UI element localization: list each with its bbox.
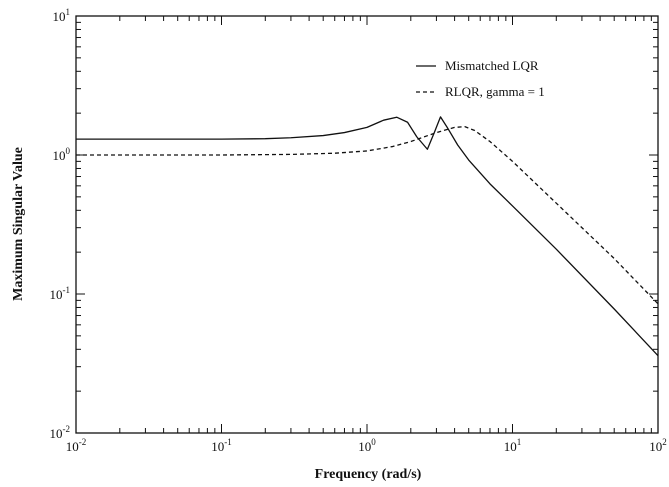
x-tick-label-base: 10: [211, 439, 224, 454]
y-tick-label-base: 10: [50, 287, 63, 302]
y-tick-label-base: 10: [53, 148, 66, 163]
y-tick-label: 101: [53, 7, 71, 24]
y-tick-label-exponent: 0: [66, 146, 71, 156]
x-tick-label: 101: [504, 437, 522, 454]
x-tick-label-exponent: 1: [517, 437, 522, 447]
y-tick-label-exponent: -1: [63, 285, 71, 295]
x-tick-label-base: 10: [66, 439, 79, 454]
x-tick-label-exponent: -2: [79, 437, 87, 447]
axis-ticks: [75, 16, 658, 434]
x-axis-title: Frequency (rad/s): [315, 467, 422, 482]
y-tick-label-exponent: -2: [63, 424, 71, 434]
legend-label-mismatched-lqr: Mismatched LQR: [445, 58, 539, 73]
x-tick-label-exponent: -1: [224, 437, 232, 447]
series-lines: [76, 116, 659, 357]
x-tick-label-base: 10: [358, 439, 371, 454]
y-tick-label: 10-2: [50, 424, 71, 441]
legend: Mismatched LQR RLQR, gamma = 1: [416, 58, 545, 99]
x-tick-label-base: 10: [649, 439, 662, 454]
x-tick-label: 10-2: [66, 437, 87, 454]
y-tick-label-base: 10: [50, 426, 63, 441]
x-tick-label-base: 10: [504, 439, 517, 454]
x-tick-label: 102: [649, 437, 667, 454]
y-tick-label: 10-1: [50, 285, 71, 302]
y-tick-label-exponent: 1: [66, 7, 71, 17]
x-tick-label-exponent: 2: [662, 437, 667, 447]
x-tick-label: 10-1: [211, 437, 232, 454]
x-tick-label: 100: [358, 437, 376, 454]
plot-frame: [75, 15, 659, 434]
y-tick-label: 100: [53, 146, 71, 163]
x-tick-label-exponent: 0: [371, 437, 376, 447]
legend-label-rlqr: RLQR, gamma = 1: [445, 84, 545, 99]
series-line-mismatched-lqr: [76, 116, 659, 357]
y-tick-label-base: 10: [53, 9, 66, 24]
y-axis-title: Maximum Singular Value: [11, 147, 26, 301]
series-line-rlqr-gamma-1: [76, 125, 659, 305]
